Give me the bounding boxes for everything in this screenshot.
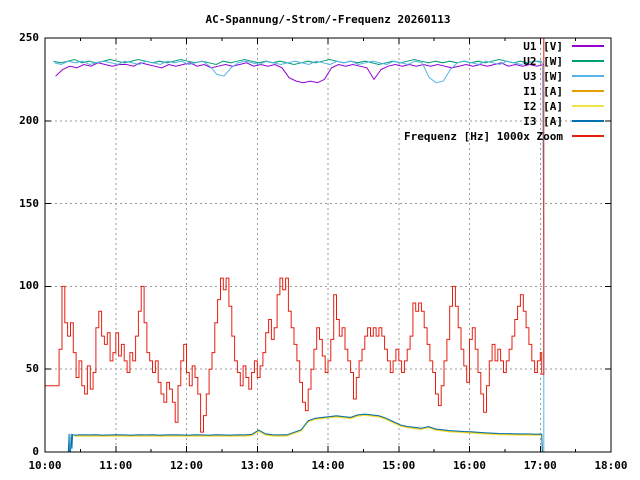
series-line-i3 bbox=[67, 413, 543, 453]
series-line-i1 bbox=[74, 414, 543, 453]
x-tick-label: 17:00 bbox=[523, 459, 557, 472]
series-line-frequenz bbox=[45, 38, 545, 433]
chart-title: AC-Spannung/-Strom/-Frequenz 20260113 bbox=[205, 13, 451, 26]
y-tick-label: 0 bbox=[32, 445, 39, 458]
y-tick-label: 250 bbox=[19, 31, 39, 44]
y-tick-label: 50 bbox=[25, 362, 39, 376]
series-line-u1 bbox=[55, 62, 544, 84]
y-tick-label: 100 bbox=[19, 279, 39, 293]
x-tick-label: 11:00 bbox=[99, 459, 133, 472]
series-line-u3 bbox=[54, 60, 545, 452]
y-tick-label: 200 bbox=[19, 113, 39, 127]
series-line-i2 bbox=[74, 414, 543, 453]
x-tick-label: 14:00 bbox=[311, 459, 345, 472]
x-tick-label: 16:00 bbox=[452, 459, 487, 472]
x-tick-label: 15:00 bbox=[382, 459, 416, 472]
x-tick-label: 13:00 bbox=[240, 459, 274, 472]
x-tick-label: 18:00 bbox=[594, 459, 628, 472]
x-tick-label: 10:00 bbox=[28, 459, 62, 472]
y-tick-label: 150 bbox=[19, 196, 39, 210]
x-tick-label: 12:00 bbox=[169, 459, 204, 472]
